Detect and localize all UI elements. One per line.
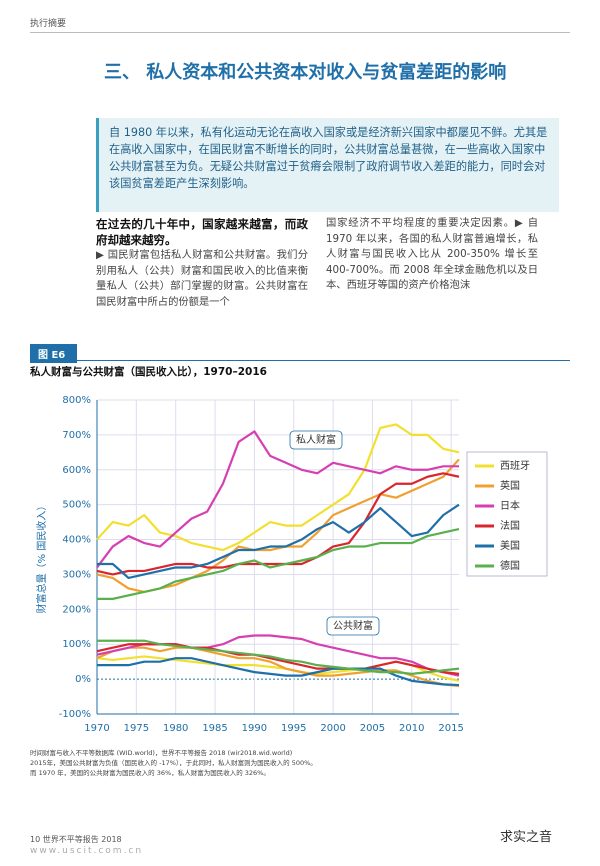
series-line — [96, 472, 460, 576]
figure-label: 图 E6 — [30, 344, 78, 363]
x-tick-label: 2005 — [360, 723, 385, 734]
series-line — [96, 430, 459, 569]
series-line — [97, 639, 460, 675]
y-tick-label: 600% — [62, 465, 91, 476]
y-tick-label: 100% — [62, 639, 91, 650]
series-line — [97, 503, 460, 580]
series-line — [97, 657, 460, 687]
y-axis-label: 财富总量（% 国民收入） — [35, 501, 48, 614]
left-heading: 在过去的几十年中，国家越来越富，而政府却越来越穷。 — [96, 217, 308, 247]
left-text: ▶ 国民财富包括私人财富和公共财富。我们分别用私人（公共）财富和国民收入的比值来… — [96, 249, 308, 308]
legend-box — [466, 451, 548, 577]
left-column: 在过去的几十年中，国家越来越富，而政府却越来越穷。 ▶ 国民财富包括私人财富和公共… — [96, 216, 308, 336]
note: 而 1970 年，美国的公共财富为国民收入的 36%，私人财富为国民收入的 32… — [30, 769, 270, 777]
y-tick-label: -100% — [59, 709, 91, 720]
series-line — [96, 646, 460, 688]
x-tick-label: 1990 — [242, 723, 267, 734]
y-tick-label: 400% — [62, 535, 91, 546]
annotation: 公共财富 — [333, 619, 373, 632]
legend-label: 英国 — [500, 479, 520, 492]
notes: 时间财富与收入不平等数据库 (WID.world)，世界不平等报告 2018 (… — [30, 748, 570, 778]
y-tick-label: 0% — [75, 674, 91, 685]
annotation-box — [289, 430, 343, 450]
x-tick-label: 2015 — [438, 723, 463, 734]
legend-label: 西班牙 — [500, 460, 530, 472]
legend-label: 美国 — [500, 539, 520, 552]
y-tick-label: 800% — [62, 395, 91, 406]
legend-label: 日本 — [500, 499, 520, 512]
y-tick-label: 200% — [62, 604, 91, 615]
y-tick-label: 700% — [62, 430, 91, 441]
watermark: 求实之音 — [500, 830, 553, 845]
x-tick-label: 2000 — [320, 723, 345, 734]
annotation: 私人财富 — [296, 433, 336, 446]
annotation-box — [326, 616, 380, 636]
url: www.uscit.com.cn — [30, 846, 144, 856]
series-line — [96, 423, 460, 552]
x-tick-label: 1980 — [163, 723, 188, 734]
header-rule — [30, 32, 570, 33]
footer: 10 世界不平等报告 2018 — [30, 835, 122, 844]
x-tick-label: 1995 — [281, 723, 306, 734]
chart-title: 私人财富与公共财富（国民收入比），1970–2016 — [30, 366, 267, 378]
x-tick-label: 1975 — [124, 723, 149, 734]
legend-label: 德国 — [500, 559, 520, 572]
legend-label: 法国 — [500, 519, 520, 532]
y-tick-label: 500% — [62, 500, 91, 511]
x-tick-label: 1970 — [84, 723, 109, 734]
note: 时间财富与收入不平等数据库 (WID.world)，世界不平等报告 2018 (… — [30, 749, 293, 757]
section-title: 三、 私人资本和公共资本对收入与贫富差距的影响 — [104, 62, 507, 83]
x-tick-label: 1985 — [202, 723, 227, 734]
header: 执行摘要 — [30, 19, 67, 29]
series-line — [97, 528, 460, 600]
right-column: 国家经济不平均程度的重要决定因素。▶ 自 1970 年以来，各国的私人财富普遍增… — [326, 217, 538, 291]
callout: 自 1980 年以来，私有化运动无论在高收入国家或是经济新兴国家中都屡见不鲜。尤… — [96, 118, 559, 212]
note: 2015年，美国公共财富为负值（国民收入的 -17%），于此同时，私人财富则为国… — [30, 759, 317, 767]
x-tick-label: 2010 — [399, 723, 424, 734]
chart: -100% 0% 100% 200% 300% 400% 500% 600% 700% 800% 1… — [35, 395, 548, 734]
figure-rule — [30, 360, 570, 361]
y-tick-label: 300% — [62, 569, 91, 580]
